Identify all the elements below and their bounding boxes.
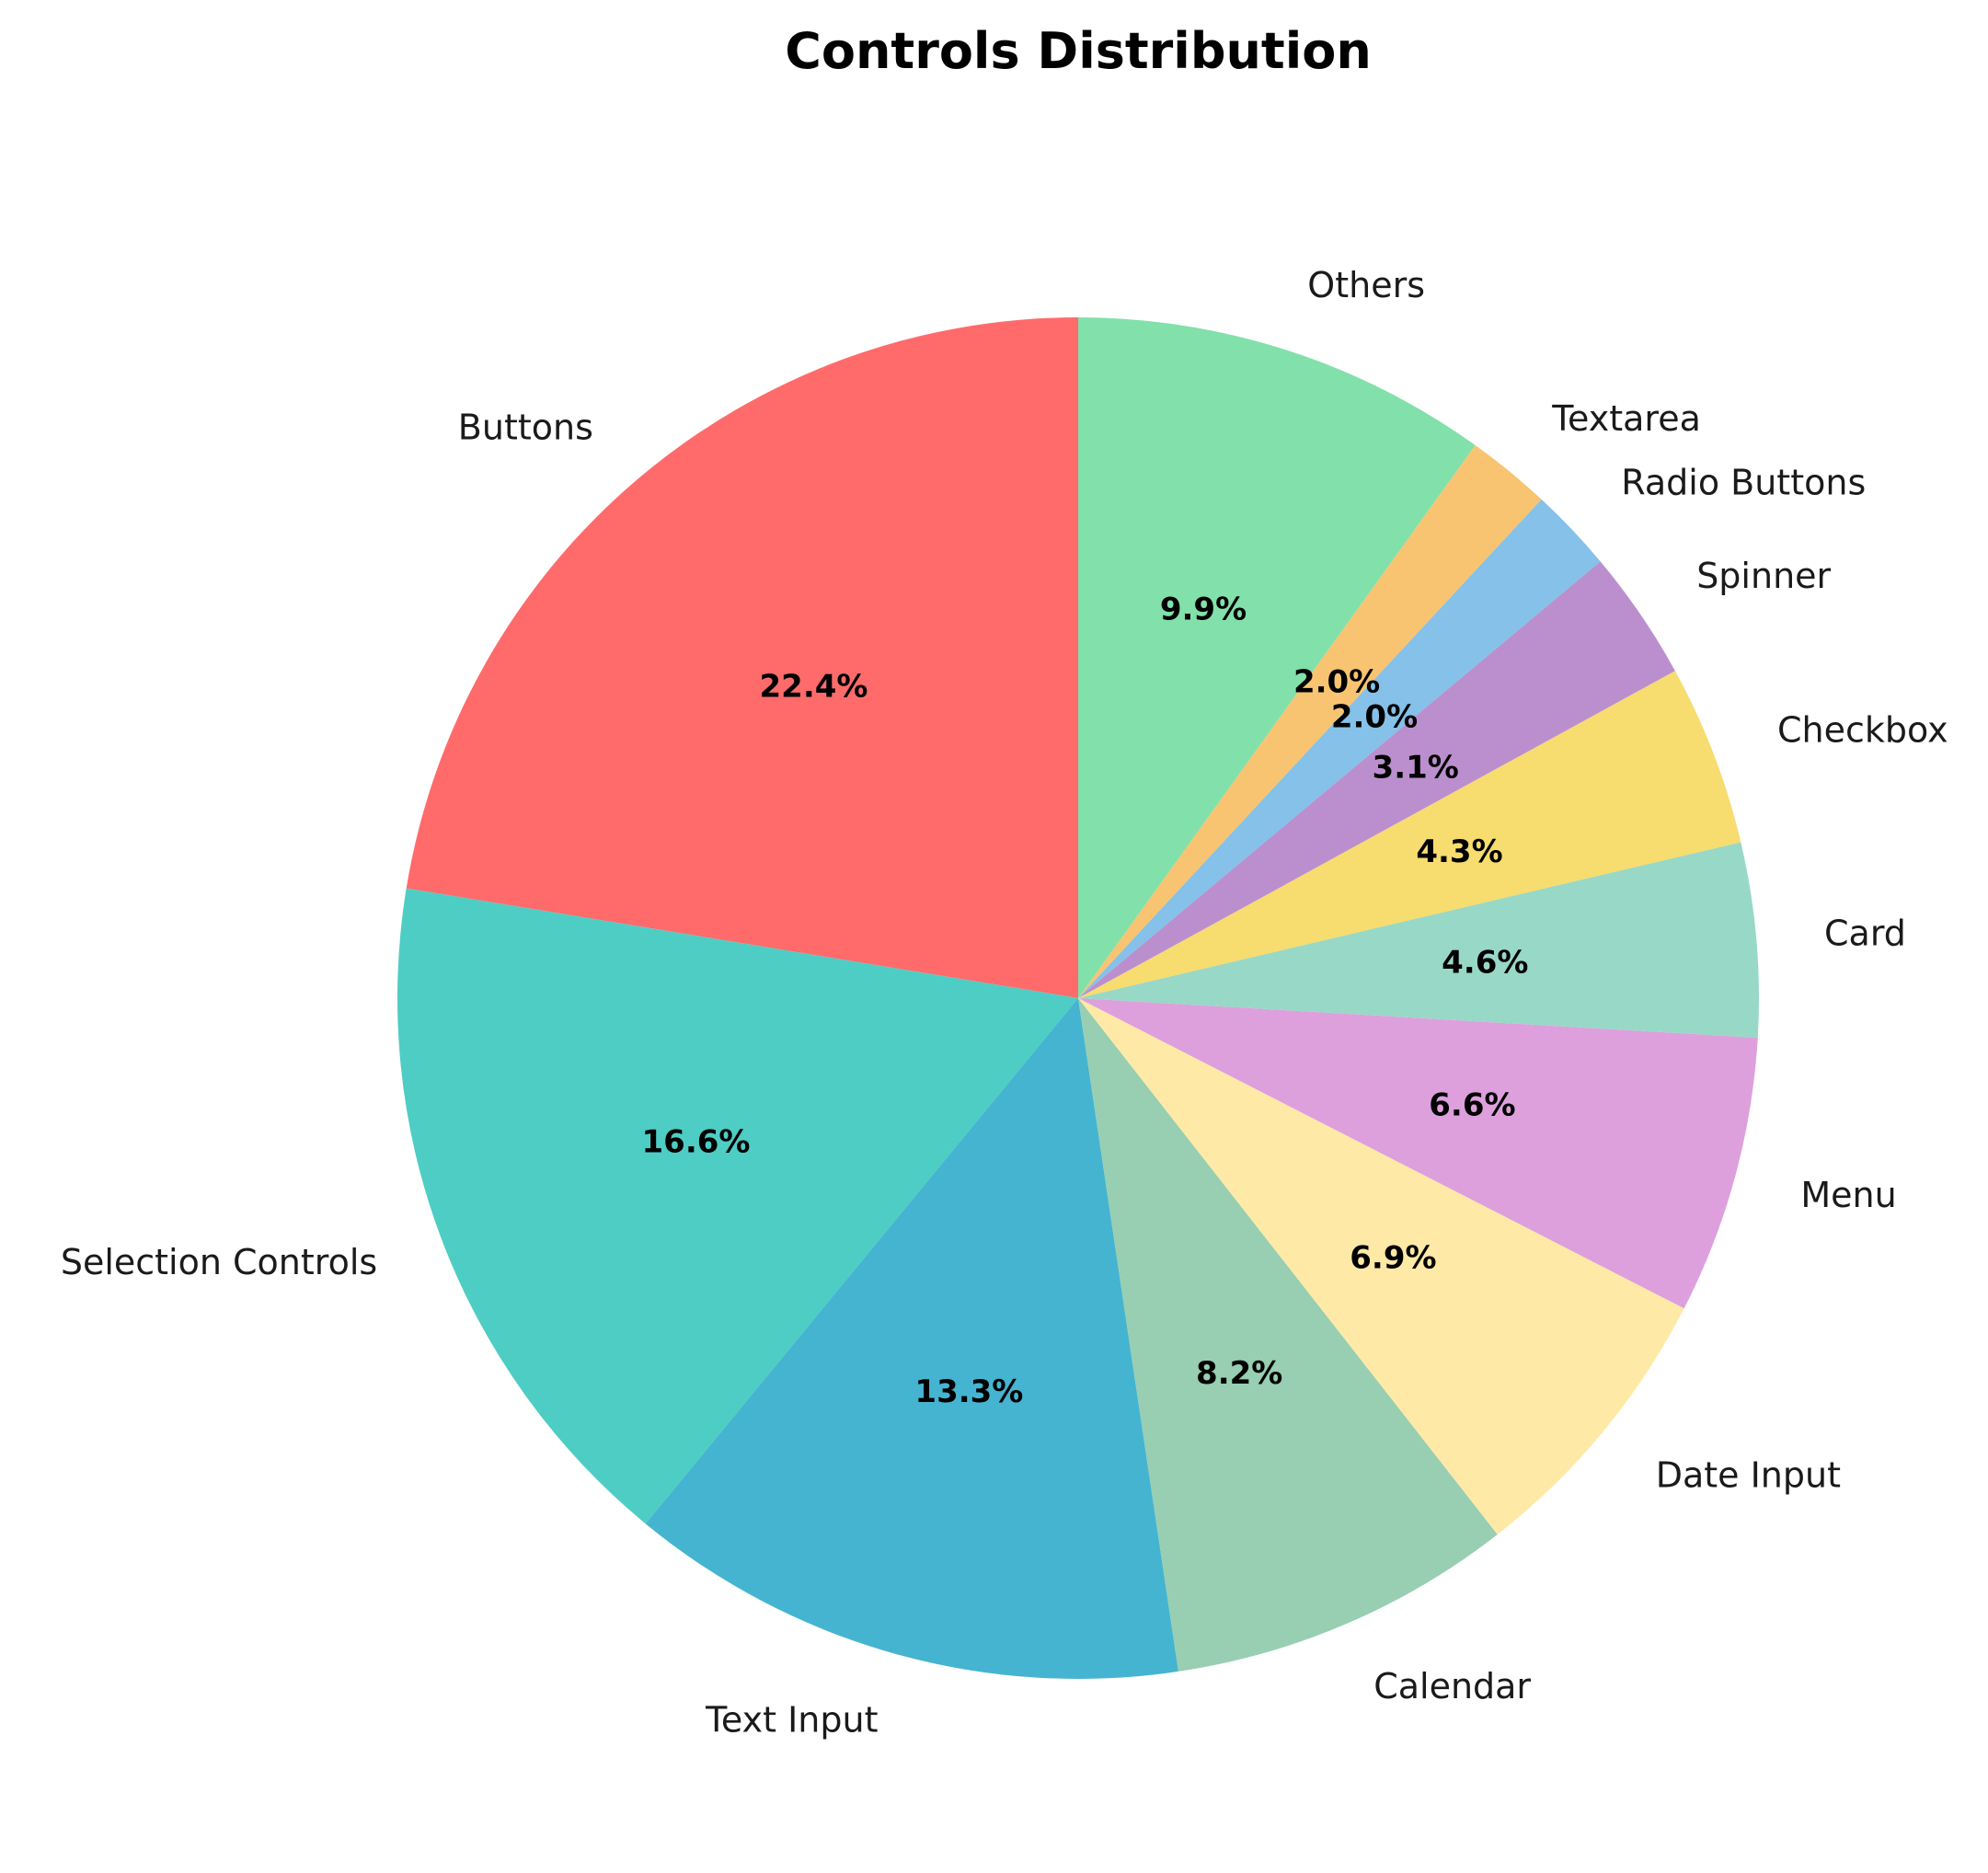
slice-percent-textarea: 2.0% <box>1293 663 1380 700</box>
slice-percent-card: 4.6% <box>1442 945 1528 982</box>
slice-label-menu: Menu <box>1800 1175 1896 1215</box>
slice-label-date-input: Date Input <box>1656 1454 1841 1495</box>
pie-slice-card <box>1078 842 1760 1039</box>
pie-slice-textarea <box>1078 444 1542 998</box>
slice-label-selection-controls: Selection Controls <box>61 1242 377 1282</box>
pie-slice-spinner <box>1078 561 1675 998</box>
pie-slice-radio-buttons <box>1078 499 1601 998</box>
slice-percent-others: 9.9% <box>1160 591 1247 627</box>
slice-label-checkbox: Checkbox <box>1777 709 1948 750</box>
slice-percent-text-input: 13.3% <box>914 1373 1023 1410</box>
pie-slice-others <box>1078 317 1476 998</box>
slice-percent-buttons: 22.4% <box>760 669 868 706</box>
slice-percent-selection-controls: 16.6% <box>642 1123 751 1160</box>
slice-percent-checkbox: 4.3% <box>1416 833 1502 870</box>
pie-slice-selection-controls <box>396 888 1079 1524</box>
slice-label-buttons: Buttons <box>458 408 593 448</box>
pie-slice-buttons <box>406 317 1078 998</box>
pie-slice-calendar <box>1078 998 1498 1672</box>
labels-layer: Buttons 22.4% Selection Controls 16.6% Text … <box>61 265 1948 1740</box>
slice-label-calendar: Calendar <box>1373 1666 1531 1706</box>
slices-layer <box>396 317 1760 1679</box>
slice-label-spinner: Spinner <box>1696 556 1831 596</box>
pie-slice-menu <box>1078 998 1758 1309</box>
slice-percent-date-input: 6.9% <box>1350 1240 1436 1277</box>
slice-label-radio-buttons: Radio Buttons <box>1621 463 1866 503</box>
slice-percent-menu: 6.6% <box>1429 1087 1515 1124</box>
slice-percent-calendar: 8.2% <box>1196 1355 1282 1392</box>
chart-title: Controls Distribution <box>785 22 1372 80</box>
pie-slice-date-input <box>1078 998 1684 1534</box>
pie-slice-text-input <box>645 998 1178 1679</box>
slice-label-card: Card <box>1824 914 1906 954</box>
slice-percent-spinner: 3.1% <box>1373 750 1459 787</box>
slice-label-textarea: Textarea <box>1551 398 1701 439</box>
slice-label-text-input: Text Input <box>705 1699 878 1740</box>
pie-slice-checkbox <box>1078 671 1741 998</box>
slice-percent-radio-buttons: 2.0% <box>1331 698 1418 735</box>
slice-label-others: Others <box>1307 265 1425 305</box>
